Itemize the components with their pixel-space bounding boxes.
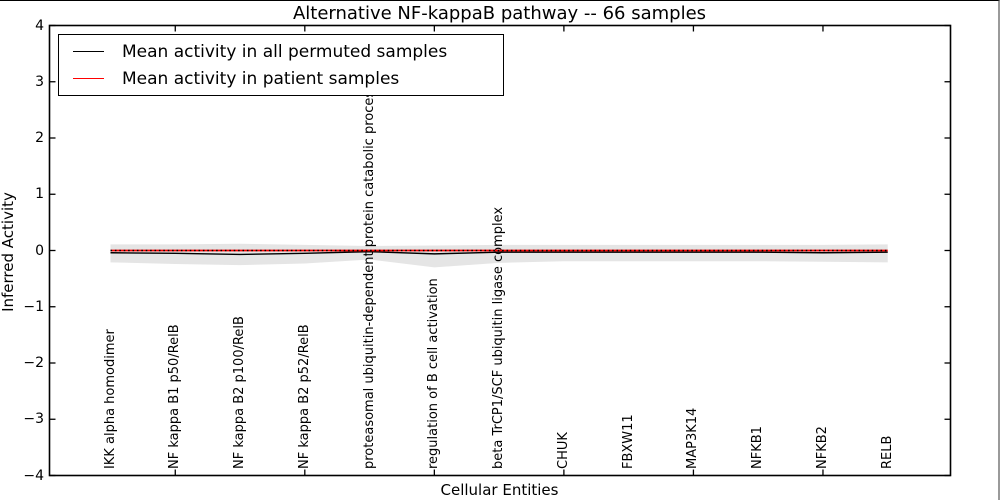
legend: Mean activity in all permuted samples Me… — [58, 34, 504, 96]
series-mean-activity-in-all-permuted-samples — [110, 250, 888, 256]
legend-entry-permuted: Mean activity in all permuted samples — [59, 42, 503, 62]
x-axis-label: Cellular Entities — [440, 481, 559, 499]
legend-label: Mean activity in all permuted samples — [122, 41, 448, 62]
legend-label: Mean activity in patient samples — [122, 68, 400, 89]
patient-line-sample — [73, 78, 104, 79]
chart-title: Alternative NF-kappaB pathway -- 66 samp… — [292, 3, 707, 24]
legend-entry-patient: Mean activity in patient samples — [59, 69, 503, 89]
permuted-line-sample — [73, 51, 104, 52]
